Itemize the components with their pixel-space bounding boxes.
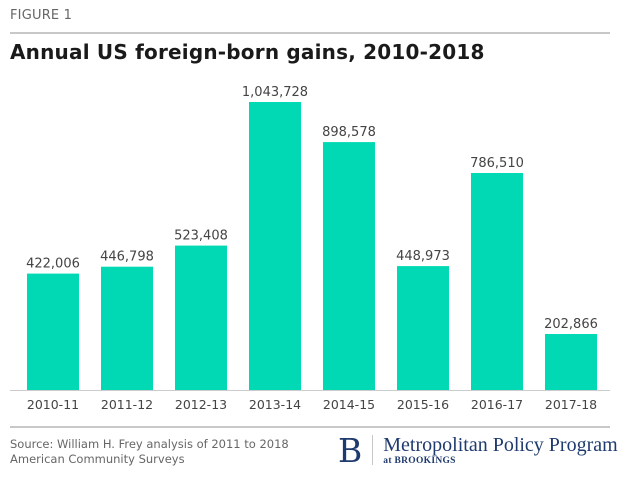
logo-program-name: Metropolitan Policy Program bbox=[383, 434, 618, 456]
bar-chart: 422,006 446,798 523,408 1,043,728 898,578 448… bbox=[10, 85, 610, 412]
data-label-2013-14: 1,043,728 bbox=[242, 85, 308, 100]
bar-2012-13 bbox=[175, 245, 227, 390]
bar-2011-12 bbox=[101, 266, 153, 390]
data-label-2015-16: 448,973 bbox=[396, 249, 450, 264]
x-tick-2013-14: 2013-14 bbox=[249, 397, 301, 412]
bar-2016-17 bbox=[471, 173, 523, 390]
bar-2010-11 bbox=[27, 273, 79, 390]
data-label-2012-13: 523,408 bbox=[174, 229, 228, 244]
data-label-2014-15: 898,578 bbox=[322, 125, 376, 140]
data-label-2010-11: 422,006 bbox=[26, 257, 80, 272]
brookings-logo: B Metropolitan Policy Program at BROOKIN… bbox=[338, 430, 618, 470]
bar-2017-18 bbox=[545, 334, 597, 390]
bottom-divider bbox=[10, 426, 610, 428]
x-tick-2010-11: 2010-11 bbox=[27, 397, 79, 412]
data-label-2017-18: 202,866 bbox=[544, 317, 598, 332]
x-tick-2011-12: 2011-12 bbox=[101, 397, 153, 412]
x-tick-2017-18: 2017-18 bbox=[545, 397, 597, 412]
data-label-2011-12: 446,798 bbox=[100, 250, 154, 265]
data-label-2016-17: 786,510 bbox=[470, 156, 524, 171]
chart-title: Annual US foreign-born gains, 2010-2018 bbox=[10, 40, 485, 64]
source-note: Source: William H. Frey analysis of 2011… bbox=[10, 437, 289, 466]
x-tick-labels-group: 2010-11 2011-12 2012-13 2013-14 2014-15 2015-… bbox=[27, 397, 597, 412]
bar-2015-16 bbox=[397, 266, 449, 390]
x-tick-2016-17: 2016-17 bbox=[471, 397, 523, 412]
figure-label: FIGURE 1 bbox=[10, 8, 73, 23]
x-tick-2014-15: 2014-15 bbox=[323, 397, 375, 412]
x-tick-2015-16: 2015-16 bbox=[397, 397, 449, 412]
x-tick-2012-13: 2012-13 bbox=[175, 397, 227, 412]
brookings-b-logo-icon: B bbox=[338, 430, 363, 470]
bars-group bbox=[27, 102, 597, 390]
logo-subtitle: at BROOKINGS bbox=[383, 456, 456, 466]
bar-2013-14 bbox=[249, 102, 301, 390]
logo-divider bbox=[372, 435, 374, 465]
bar-2014-15 bbox=[323, 142, 375, 390]
data-labels-group: 422,006 446,798 523,408 1,043,728 898,578 448… bbox=[26, 85, 598, 332]
top-divider bbox=[10, 32, 610, 34]
